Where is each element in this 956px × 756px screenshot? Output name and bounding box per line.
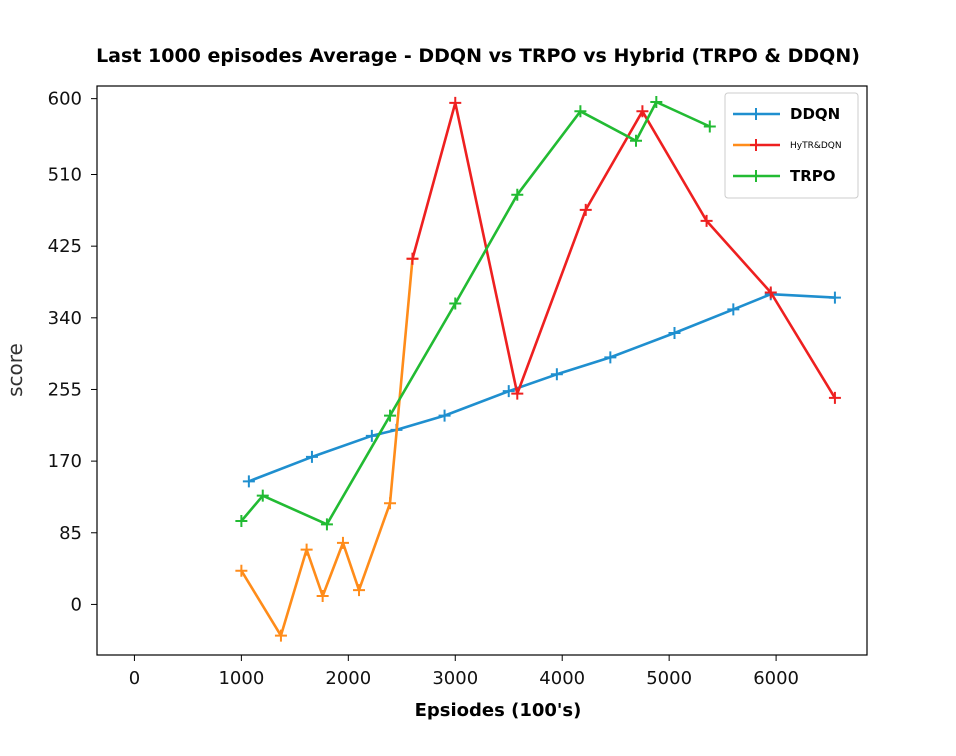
series-layer [235, 96, 841, 642]
data-point [256, 489, 269, 502]
x-tick-label: 2000 [325, 668, 371, 689]
legend: DDQN HyTR&DQN TRPO [724, 92, 859, 199]
data-point [550, 368, 563, 381]
legend-marker [750, 139, 762, 151]
series-line [411, 101, 837, 399]
y-tick-label: 85 [59, 523, 82, 544]
data-point [235, 564, 248, 577]
x-axis-title: Epsiodes (100's) [415, 700, 582, 721]
plot-frame [96, 85, 868, 656]
y-tick-label: 170 [48, 451, 82, 472]
data-point [384, 409, 397, 422]
y-tick-label: 340 [48, 308, 82, 329]
data-point [727, 303, 740, 316]
series-trpo [235, 96, 716, 531]
data-point [449, 297, 462, 310]
data-point [828, 391, 841, 404]
data-point [274, 629, 287, 642]
y-axis-ticks: 0 85 170 255 340 425 510 600 [48, 89, 97, 615]
data-point [511, 188, 524, 201]
data-point [668, 326, 681, 339]
x-tick-label: 0 [129, 668, 140, 689]
data-point [305, 450, 318, 463]
data-point [574, 105, 587, 118]
y-tick-label: 510 [48, 165, 82, 186]
series-hytr-dqn [235, 96, 841, 642]
x-tick-label: 3000 [432, 668, 478, 689]
legend-label: HyTR&DQN [790, 141, 842, 151]
series-line [240, 100, 711, 526]
series-line [240, 258, 414, 637]
data-point [511, 387, 524, 400]
legend-label: DDQN [790, 105, 840, 123]
x-tick-label: 5000 [646, 668, 692, 689]
x-tick-label: 6000 [753, 668, 799, 689]
y-tick-label: 600 [48, 89, 82, 110]
y-tick-label: 0 [71, 594, 82, 615]
data-point [636, 105, 649, 118]
data-point [406, 252, 419, 265]
x-tick-label: 4000 [539, 668, 585, 689]
x-tick-label: 1000 [218, 668, 264, 689]
legend-marker [750, 170, 762, 182]
data-point [336, 536, 349, 549]
data-point [502, 385, 515, 398]
y-tick-label: 425 [48, 236, 82, 257]
data-point [764, 286, 777, 299]
data-point [384, 497, 397, 510]
data-point [650, 96, 663, 109]
data-point [604, 351, 617, 364]
data-point [449, 96, 462, 109]
chart-title: Last 1000 episodes Average - DDQN vs TRP… [96, 45, 860, 67]
y-axis-title: score [3, 343, 27, 397]
data-point [828, 291, 841, 304]
data-point [700, 214, 713, 227]
data-point [242, 475, 255, 488]
data-point [320, 518, 333, 531]
series-line [248, 292, 835, 483]
data-point [353, 584, 366, 597]
data-point [300, 543, 313, 556]
data-point [703, 120, 716, 133]
y-tick-label: 255 [48, 379, 82, 400]
data-point [235, 514, 248, 527]
legend-label: TRPO [790, 167, 836, 185]
data-point [579, 203, 592, 216]
data-point [438, 409, 451, 422]
data-point [316, 589, 329, 602]
data-point [630, 134, 642, 147]
legend-box [724, 92, 859, 199]
x-axis-ticks: 0 1000 2000 3000 4000 5000 6000 [129, 655, 799, 689]
data-point [365, 429, 378, 442]
legend-marker [750, 108, 762, 120]
